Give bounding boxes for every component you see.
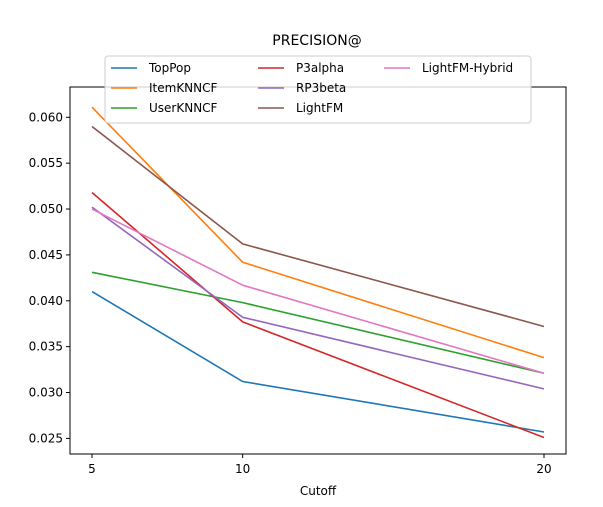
series-line-lightfm-hybrid [91, 208, 545, 375]
y-tick-label: 0.030 [29, 386, 63, 400]
legend-label-p3alpha: P3alpha [296, 61, 344, 75]
y-tick-label: 0.035 [29, 340, 63, 354]
series-line-itemknncf [91, 106, 545, 359]
y-axis: 0.025 0.030 0.035 0.040 0.045 0.050 0.055 0.060 [29, 110, 70, 445]
legend: TopPop ItemKNNCF UserKNNCF P3alpha RP3beta Li… [104, 55, 532, 124]
legend-label-itemknncf: ItemKNNCF [149, 81, 218, 95]
legend-label-lightfm-hybrid: LightFM-Hybrid [422, 61, 513, 75]
legend-label-userknncf: UserKNNCF [149, 101, 218, 115]
series-line-lightfm [91, 125, 545, 328]
series-line-rp3beta [91, 206, 545, 390]
legend-label-toppop: TopPop [148, 61, 191, 75]
y-tick-label: 0.040 [29, 294, 63, 308]
y-tick-label: 0.060 [29, 110, 63, 124]
y-tick-label: 0.050 [29, 202, 63, 216]
x-axis-label: Cutoff [300, 484, 337, 498]
x-tick-label: 20 [536, 462, 551, 476]
plot-lines [91, 106, 545, 439]
x-tick-label: 5 [88, 462, 96, 476]
series-line-p3alpha [91, 191, 545, 439]
chart-title: PRECISION@ [272, 33, 361, 49]
series-line-toppop [91, 290, 545, 433]
legend-frame [104, 55, 532, 124]
y-tick-label: 0.045 [29, 248, 63, 262]
y-tick-label: 0.025 [29, 431, 63, 445]
legend-label-lightfm: LightFM [296, 101, 343, 115]
legend-label-rp3beta: RP3beta [296, 81, 346, 95]
x-tick-label: 10 [235, 462, 250, 476]
x-axis: 5 10 20 [88, 454, 552, 476]
series-line-userknncf [91, 271, 545, 375]
y-tick-label: 0.055 [29, 156, 63, 170]
